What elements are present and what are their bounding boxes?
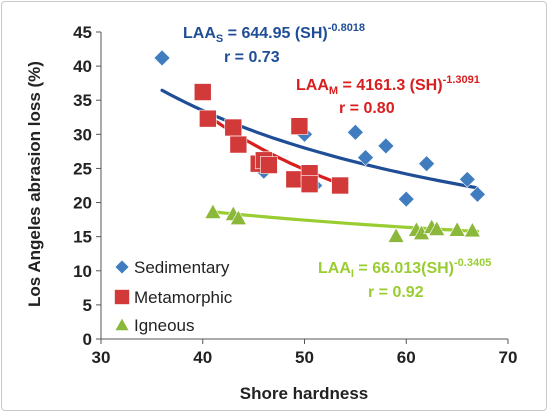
legend-marker-igneous <box>114 317 130 331</box>
sedimentary-point <box>153 49 171 67</box>
metamorphic-point <box>290 117 309 135</box>
y-tick-label: 25 <box>73 159 92 178</box>
sedimentary-point <box>469 185 486 203</box>
legend-label-igneous: Igneous <box>134 316 195 335</box>
metamorphic-point <box>199 109 217 128</box>
legend-marker-sedimentary <box>114 259 130 275</box>
metamorphic-point <box>229 135 248 154</box>
y-tick-label: 15 <box>73 228 92 247</box>
y-tick-label: 10 <box>73 262 92 281</box>
x-tick-label: 70 <box>499 348 518 367</box>
equation-metamorphic: LAAM = 4161.3 (SH)-1.3091 <box>296 74 480 97</box>
equation-sedimentary: LAAS = 644.95 (SH)-0.8018 <box>183 22 365 45</box>
metamorphic-point <box>224 118 243 137</box>
x-tick-label: 50 <box>295 348 314 367</box>
x-tick-label: 60 <box>397 348 416 367</box>
axes: 30 40 50 60 70 0 5 10 15 20 25 30 35 40 45 <box>73 23 517 367</box>
igneous-point <box>448 221 466 237</box>
legend: Sedimentary Metamorphic Igneous <box>114 258 233 335</box>
igneous-point <box>387 227 405 243</box>
metamorphic-point <box>260 156 278 174</box>
equation-igneous: LAAI = 66.013(SH)-0.3405 <box>318 257 491 280</box>
sedimentary-point <box>418 155 436 173</box>
legend-marker-metamorphic <box>114 289 130 305</box>
y-tick-label: 5 <box>83 296 92 315</box>
r-value-metamorphic: r = 0.80 <box>339 100 395 117</box>
y-tick-label: 40 <box>73 57 92 76</box>
y-tick-label: 45 <box>73 23 92 42</box>
legend-label-sedimentary: Sedimentary <box>134 258 230 277</box>
r-value-sedimentary: r = 0.73 <box>224 49 280 66</box>
x-tick-label: 40 <box>193 348 212 367</box>
metamorphic-point <box>300 175 319 193</box>
fit-line-sedimentary <box>160 88 480 190</box>
igneous-point <box>463 221 481 238</box>
data-points <box>153 49 486 243</box>
igneous-point <box>428 220 446 236</box>
y-tick-label: 35 <box>73 91 92 110</box>
sedimentary-point <box>397 190 415 208</box>
y-tick-label: 0 <box>83 330 92 349</box>
r-value-igneous: r = 0.92 <box>368 284 424 301</box>
igneous-point <box>204 203 222 219</box>
x-tick-label: 30 <box>92 348 111 367</box>
equation-labels: LAAS = 644.95 (SH)-0.8018 r = 0.73 LAAM = … <box>183 22 491 301</box>
sedimentary-point <box>377 137 395 155</box>
igneous-point <box>229 209 247 225</box>
sedimentary-point <box>458 170 476 188</box>
sedimentary-point <box>346 123 364 141</box>
legend-label-metamorphic: Metamorphic <box>134 288 233 307</box>
y-axis-title: Los Angeles abrasion loss (%) <box>25 61 44 307</box>
y-tick-label: 30 <box>73 125 92 144</box>
metamorphic-point <box>331 176 349 195</box>
sedimentary-point <box>357 149 374 166</box>
y-tick-label: 20 <box>73 194 92 213</box>
metamorphic-point <box>193 83 212 101</box>
metamorphic-point <box>285 170 304 189</box>
x-axis-title: Shore hardness <box>240 384 369 403</box>
